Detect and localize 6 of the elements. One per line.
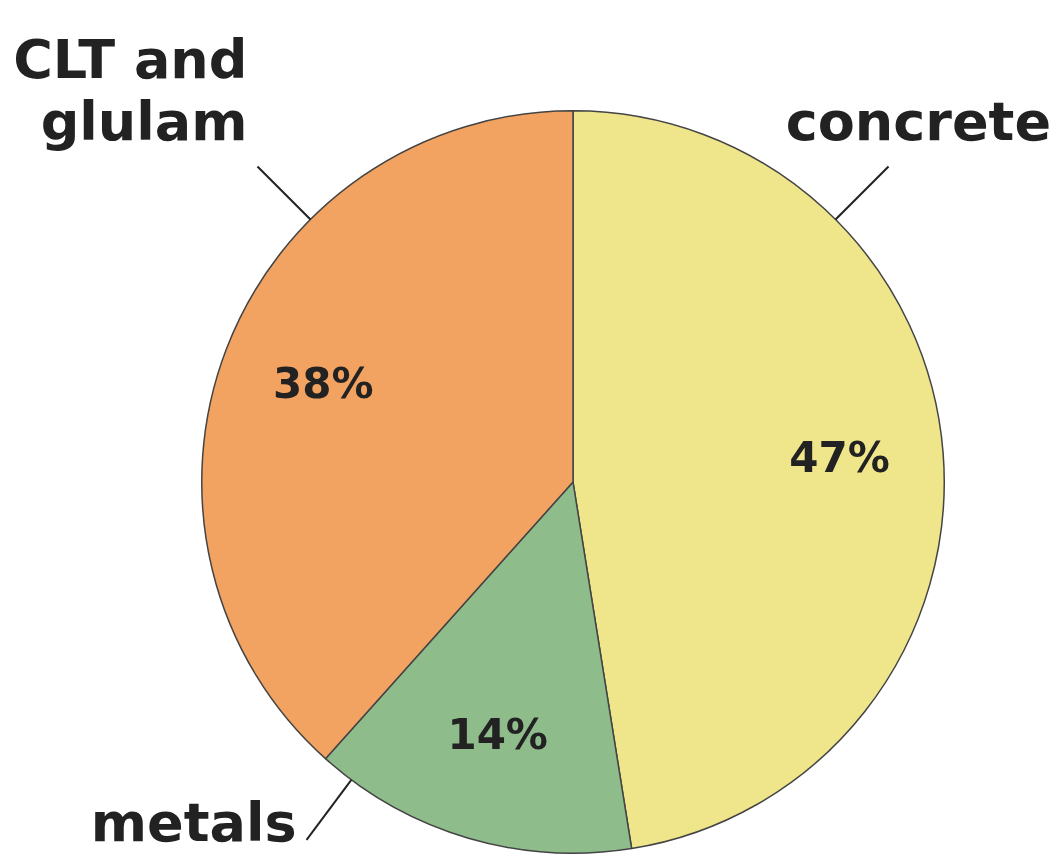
slice-label: concrete [785, 90, 1052, 154]
data-label: 14% [447, 710, 548, 760]
data-label: 47% [789, 432, 890, 482]
slice-label: CLT and glulam [13, 28, 248, 154]
slice-label: metals [90, 791, 297, 854]
data-label: 38% [273, 358, 374, 408]
